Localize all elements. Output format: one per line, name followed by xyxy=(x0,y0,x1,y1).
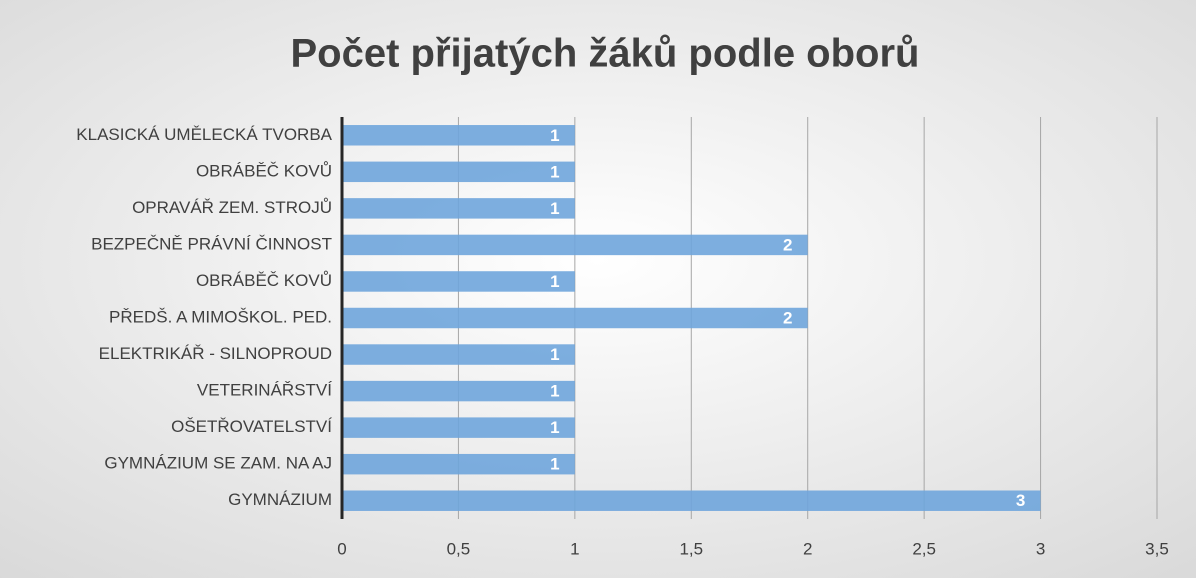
x-tick-label: 0 xyxy=(337,539,346,558)
data-label: 3 xyxy=(1016,491,1025,510)
x-tick-label: 3 xyxy=(1036,539,1045,558)
bar xyxy=(342,161,575,183)
x-tick-label: 2 xyxy=(803,539,812,558)
bar xyxy=(342,125,575,146)
y-tick-label: GYMNÁZIUM xyxy=(228,490,332,509)
data-label: 1 xyxy=(550,272,559,291)
bar xyxy=(342,417,575,438)
y-tick-label: OŠETŘOVATELSTVÍ xyxy=(171,417,332,436)
y-tick-label: ELEKTRIKÁŘ - SILNOPROUD xyxy=(99,344,332,363)
x-tick-label: 2,5 xyxy=(912,539,936,558)
data-label: 1 xyxy=(550,345,559,364)
x-tick-label: 1,5 xyxy=(679,539,703,558)
x-tick-label: 1 xyxy=(570,539,579,558)
bar xyxy=(342,307,808,329)
y-tick-label: OBRÁBĚČ KOVŮ xyxy=(196,161,332,180)
chart-title: Počet přijatých žáků podle oborů xyxy=(291,32,920,76)
y-tick-label: VETERINÁŘSTVÍ xyxy=(197,381,332,400)
y-tick-label: OBRÁBĚČ KOVŮ xyxy=(196,271,332,290)
bar xyxy=(342,344,575,365)
y-tick-label: KLASICKÁ UMĚLECKÁ TVORBA xyxy=(76,125,332,144)
bar xyxy=(342,271,575,292)
bar xyxy=(342,453,575,475)
bar xyxy=(342,234,808,256)
y-tick-label: PŘEDŠ. A MIMOŠKOL. PED. xyxy=(109,307,332,326)
bar xyxy=(342,380,575,402)
y-tick-label: OPRAVÁŘ ZEM. STROJŮ xyxy=(132,198,332,217)
data-label: 2 xyxy=(783,308,792,327)
data-label: 1 xyxy=(550,126,559,145)
bar xyxy=(342,490,1041,511)
data-label: 1 xyxy=(550,455,559,474)
x-tick-label: 3,5 xyxy=(1145,539,1169,558)
y-tick-label: BEZPEČNĚ PRÁVNÍ ČINNOST xyxy=(91,234,332,253)
x-tick-label: 0,5 xyxy=(447,539,471,558)
data-label: 1 xyxy=(550,162,559,181)
y-tick-label: GYMNÁZIUM SE ZAM. NA AJ xyxy=(104,454,332,473)
data-label: 1 xyxy=(550,199,559,218)
bar xyxy=(342,198,575,219)
data-label: 1 xyxy=(550,418,559,437)
data-label: 2 xyxy=(783,235,792,254)
data-label: 1 xyxy=(550,382,559,401)
